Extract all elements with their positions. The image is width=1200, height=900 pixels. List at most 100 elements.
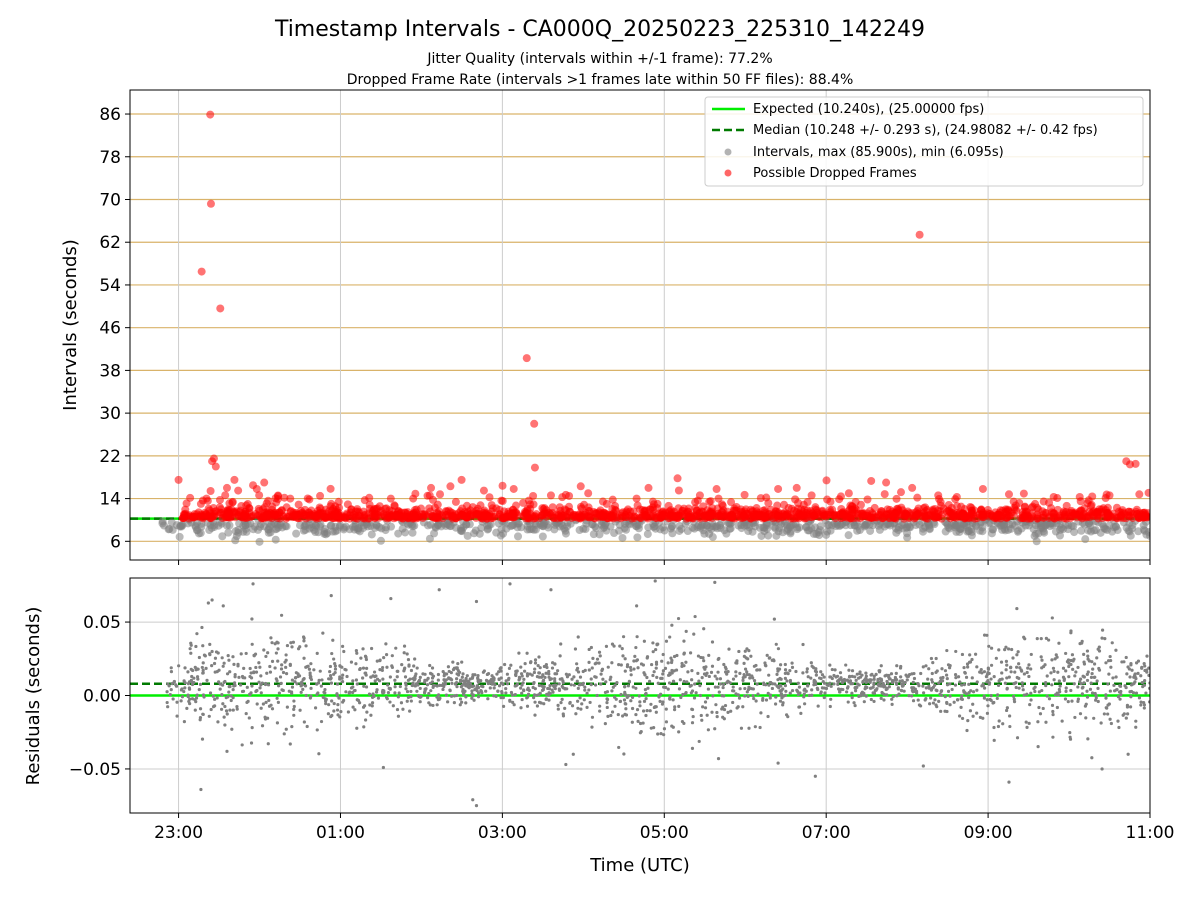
residual-point (513, 692, 517, 697)
residual-point (231, 696, 235, 700)
residual-point (210, 598, 214, 602)
residual-point (848, 679, 853, 683)
residual-point (630, 720, 634, 724)
residual-point (381, 765, 385, 770)
residual-point (514, 684, 518, 688)
residual-point (228, 684, 232, 689)
residual-point (402, 669, 406, 673)
residual-point (759, 711, 763, 715)
residual-point (452, 700, 456, 705)
residual-point (1020, 684, 1025, 688)
residual-point (682, 639, 686, 643)
residual-point (412, 677, 416, 681)
residual-point (634, 659, 638, 663)
residual-point (228, 670, 232, 674)
dropped-frame-point (1018, 511, 1027, 520)
dropped-frame-point (807, 491, 816, 500)
interval-point (757, 531, 766, 540)
residual-point (533, 700, 537, 704)
residual-point (995, 696, 999, 701)
residual-point (589, 683, 593, 687)
dropped-frame-point (197, 267, 206, 276)
residual-point (200, 665, 204, 670)
residual-point (1136, 671, 1140, 675)
residual-point (317, 678, 321, 683)
residual-point (636, 719, 640, 723)
residual-point (774, 695, 778, 699)
dropped-frame-point (1053, 505, 1062, 514)
interval-point (320, 529, 329, 538)
residual-point (455, 677, 459, 681)
residual-point (1129, 695, 1133, 699)
residual-point (874, 672, 878, 676)
dropped-frame-point (955, 508, 964, 517)
residual-point (715, 715, 719, 719)
residual-point (430, 666, 435, 670)
residual-point (443, 682, 448, 686)
residual-point (716, 757, 721, 761)
residual-point (869, 697, 873, 702)
residual-point (605, 690, 610, 694)
residual-point (315, 692, 319, 697)
residual-point (418, 686, 422, 691)
residual-point (403, 681, 408, 685)
dropped-frame-point (202, 494, 211, 503)
residual-point (989, 698, 993, 703)
residual-point (449, 694, 454, 698)
residual-point (604, 680, 608, 684)
residual-point (672, 708, 677, 712)
residual-point (864, 694, 868, 698)
residual-point (1004, 668, 1008, 672)
residual-point (872, 699, 876, 704)
residual-point (963, 671, 967, 675)
residual-point (595, 657, 600, 661)
dropped-frame-point (1039, 497, 1048, 506)
residual-point (738, 687, 742, 691)
residual-point (921, 691, 926, 695)
residual-point (786, 715, 790, 719)
residual-point (252, 654, 256, 658)
residual-point (813, 774, 817, 778)
residual-point (351, 685, 355, 689)
dropped-frame-point (423, 512, 432, 521)
interval-point (595, 530, 604, 539)
residual-point (390, 664, 394, 668)
residual-point (1128, 705, 1133, 709)
residual-point (810, 693, 814, 697)
interval-point (925, 524, 934, 533)
residual-point (973, 652, 978, 656)
residual-point (248, 692, 252, 696)
residual-point (1116, 719, 1120, 723)
residual-point (770, 658, 774, 662)
residual-point (907, 694, 911, 698)
residual-point (1130, 668, 1134, 672)
residual-point (726, 710, 730, 714)
residual-point (373, 679, 377, 683)
residual-point (912, 676, 917, 681)
residual-point (864, 674, 868, 678)
residual-point (933, 698, 937, 702)
residual-point (361, 676, 365, 680)
residual-point (221, 604, 225, 608)
residual-point (1050, 683, 1054, 687)
residual-point (1108, 717, 1112, 721)
interval-point (1034, 529, 1043, 538)
residual-point (710, 640, 715, 644)
residual-point (335, 708, 340, 712)
residual-point (428, 663, 432, 668)
residual-point (512, 703, 516, 707)
residual-point (553, 683, 557, 687)
dropped-frame-point (908, 483, 917, 492)
interval-point (708, 533, 717, 542)
residual-point (822, 695, 826, 700)
interval-point (1134, 527, 1143, 536)
residual-point (525, 687, 530, 692)
dropped-frame-point (774, 484, 783, 493)
residual-point (302, 639, 306, 643)
residual-point (197, 655, 201, 660)
residual-point (189, 651, 193, 655)
residual-point (1147, 666, 1150, 670)
residual-point (987, 681, 992, 685)
residual-point (221, 702, 225, 706)
dropped-frame-point (556, 506, 565, 515)
